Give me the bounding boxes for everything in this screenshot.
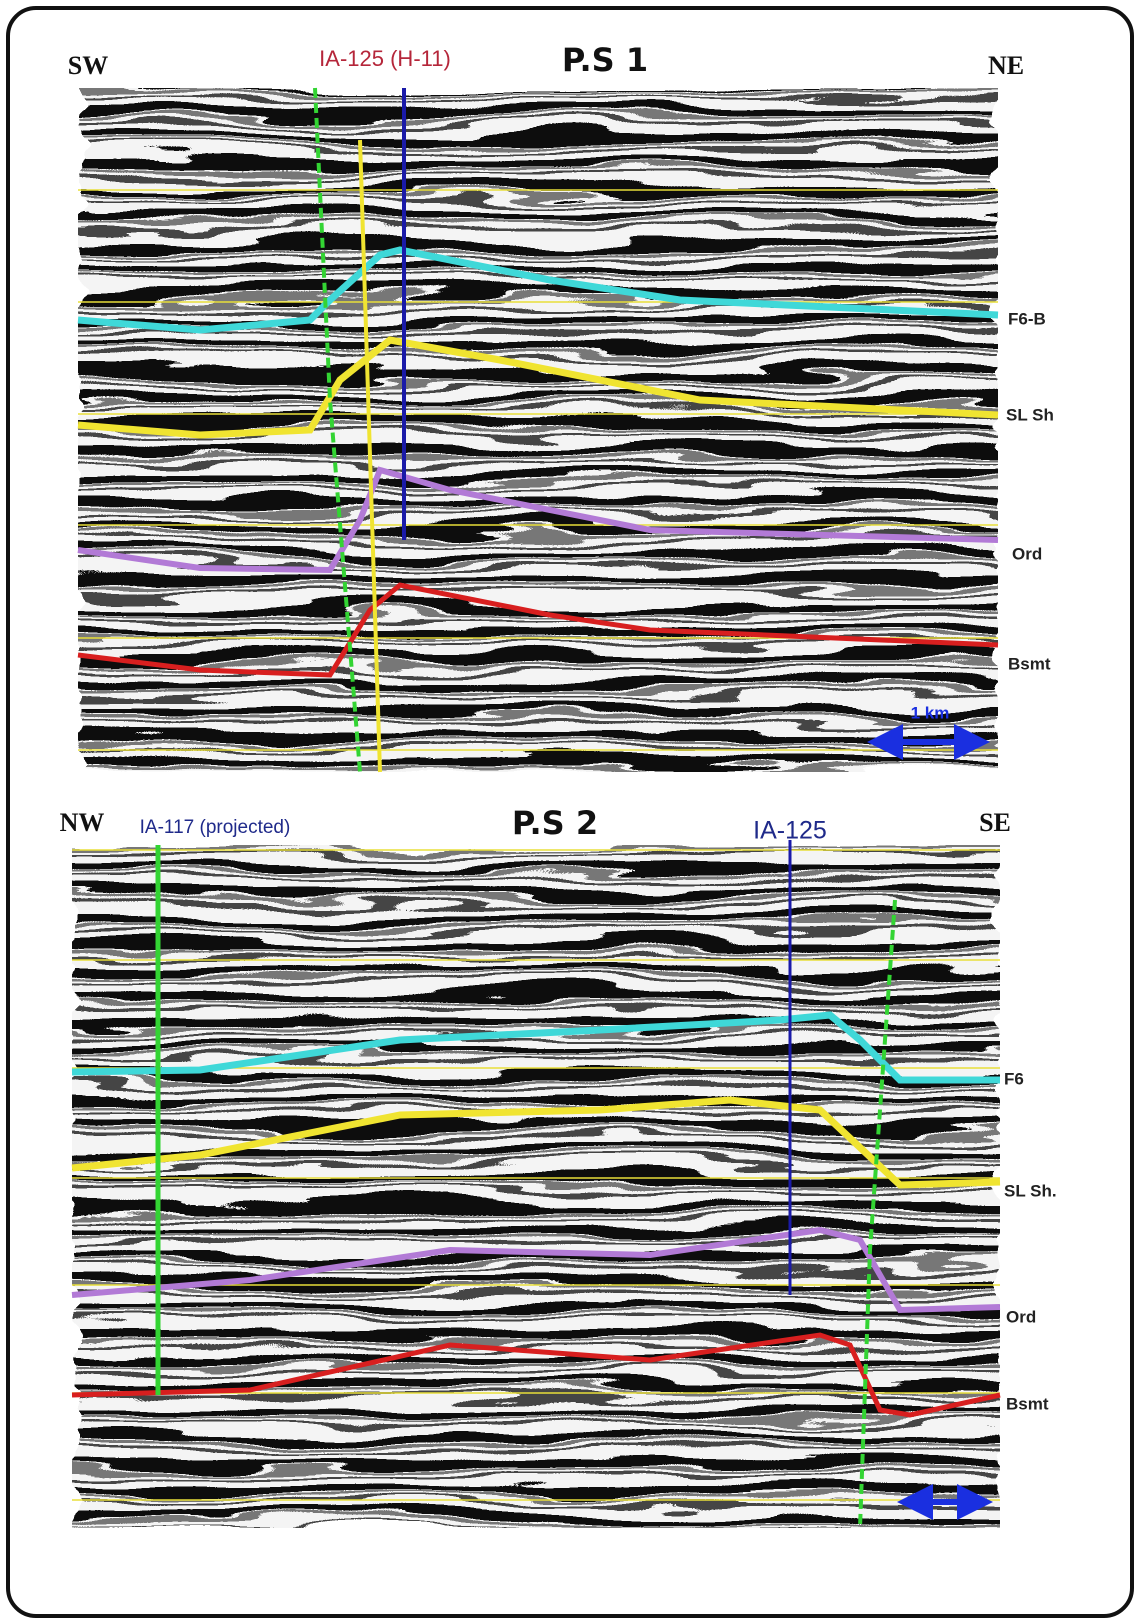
horizon — [71, 1332, 1001, 1418]
fault — [858, 899, 897, 1529]
direction-label: NW — [60, 808, 105, 837]
horizon-label: Bsmt — [1008, 654, 1051, 673]
seismic-image — [78, 88, 998, 772]
section-1: 1 km SW IA-125 (H-11) P.S 1 NE F6-B SL S… — [68, 41, 1054, 773]
horizon — [77, 582, 999, 678]
horizon-label: SL Sh. — [1004, 1181, 1057, 1200]
well-label: IA-125 (H-11) — [319, 46, 451, 71]
well-label: IA-125 — [753, 817, 827, 845]
horizon — [71, 1096, 1001, 1189]
horizon-label: F6-B — [1008, 309, 1046, 328]
horizon-label: SL Sh — [1006, 405, 1054, 424]
horizon-label: Bsmt — [1006, 1394, 1049, 1413]
horizon-label: Ord — [1006, 1307, 1036, 1326]
fault — [313, 87, 362, 773]
seismic-image — [72, 845, 1000, 1528]
direction-label: NE — [988, 51, 1024, 80]
scale-label: 1 km — [911, 703, 950, 722]
well-path — [358, 139, 382, 773]
horizon — [71, 1226, 1001, 1314]
horizon-label: Ord — [1012, 544, 1042, 563]
direction-label: SE — [979, 808, 1011, 837]
horizon-label: F6 — [1004, 1069, 1024, 1088]
grid — [78, 189, 998, 751]
horizon — [71, 1011, 1000, 1084]
direction-label: SW — [68, 51, 108, 80]
section-2: NW IA-117 (projected) P.S 2 IA-125 SE F6… — [60, 804, 1057, 1529]
section-title: P.S 2 — [512, 804, 598, 842]
well-label: IA-117 (projected) — [140, 817, 291, 838]
horizon — [77, 246, 999, 334]
section-title: P.S 1 — [562, 41, 648, 79]
